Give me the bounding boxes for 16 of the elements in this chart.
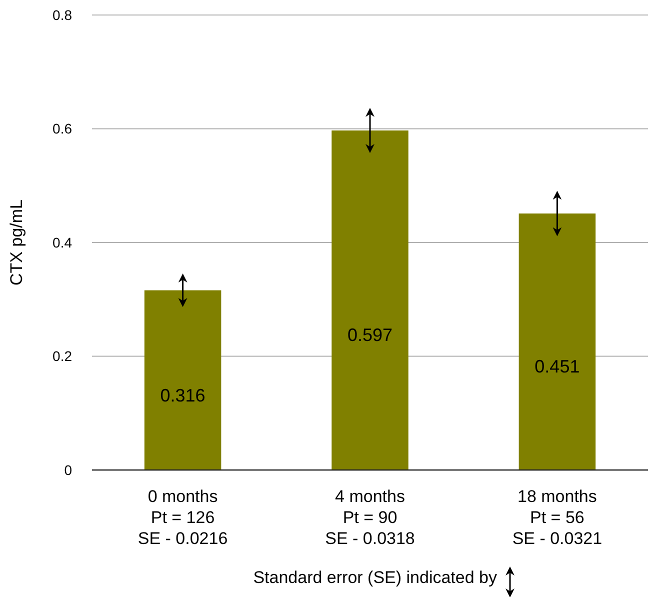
y-tick-label: 0.4: [52, 234, 72, 250]
bar: [144, 290, 222, 470]
text: Standard error (SE) indicated by: [253, 568, 498, 587]
y-tick-label: 0.2: [52, 348, 72, 364]
y-tick-label: 0: [64, 462, 72, 478]
y-axis-title: CTX pg/mL: [7, 200, 26, 286]
y-tick-label: 0.6: [52, 120, 72, 137]
bar: [332, 130, 408, 470]
y-tick-label: 0.8: [52, 6, 72, 23]
x-tick-label: 4 months Pt = 90 SE - 0.0318: [325, 487, 415, 548]
x-tick-label: 0 months Pt = 126 SE - 0.0216: [138, 487, 228, 548]
x-tick-label: 18 months Pt = 56 SE - 0.0321: [512, 487, 602, 548]
bar: [518, 213, 596, 470]
data-label: 0.316: [160, 386, 206, 406]
data-label: 0.451: [534, 356, 580, 377]
data-label: 0.597: [347, 324, 393, 345]
